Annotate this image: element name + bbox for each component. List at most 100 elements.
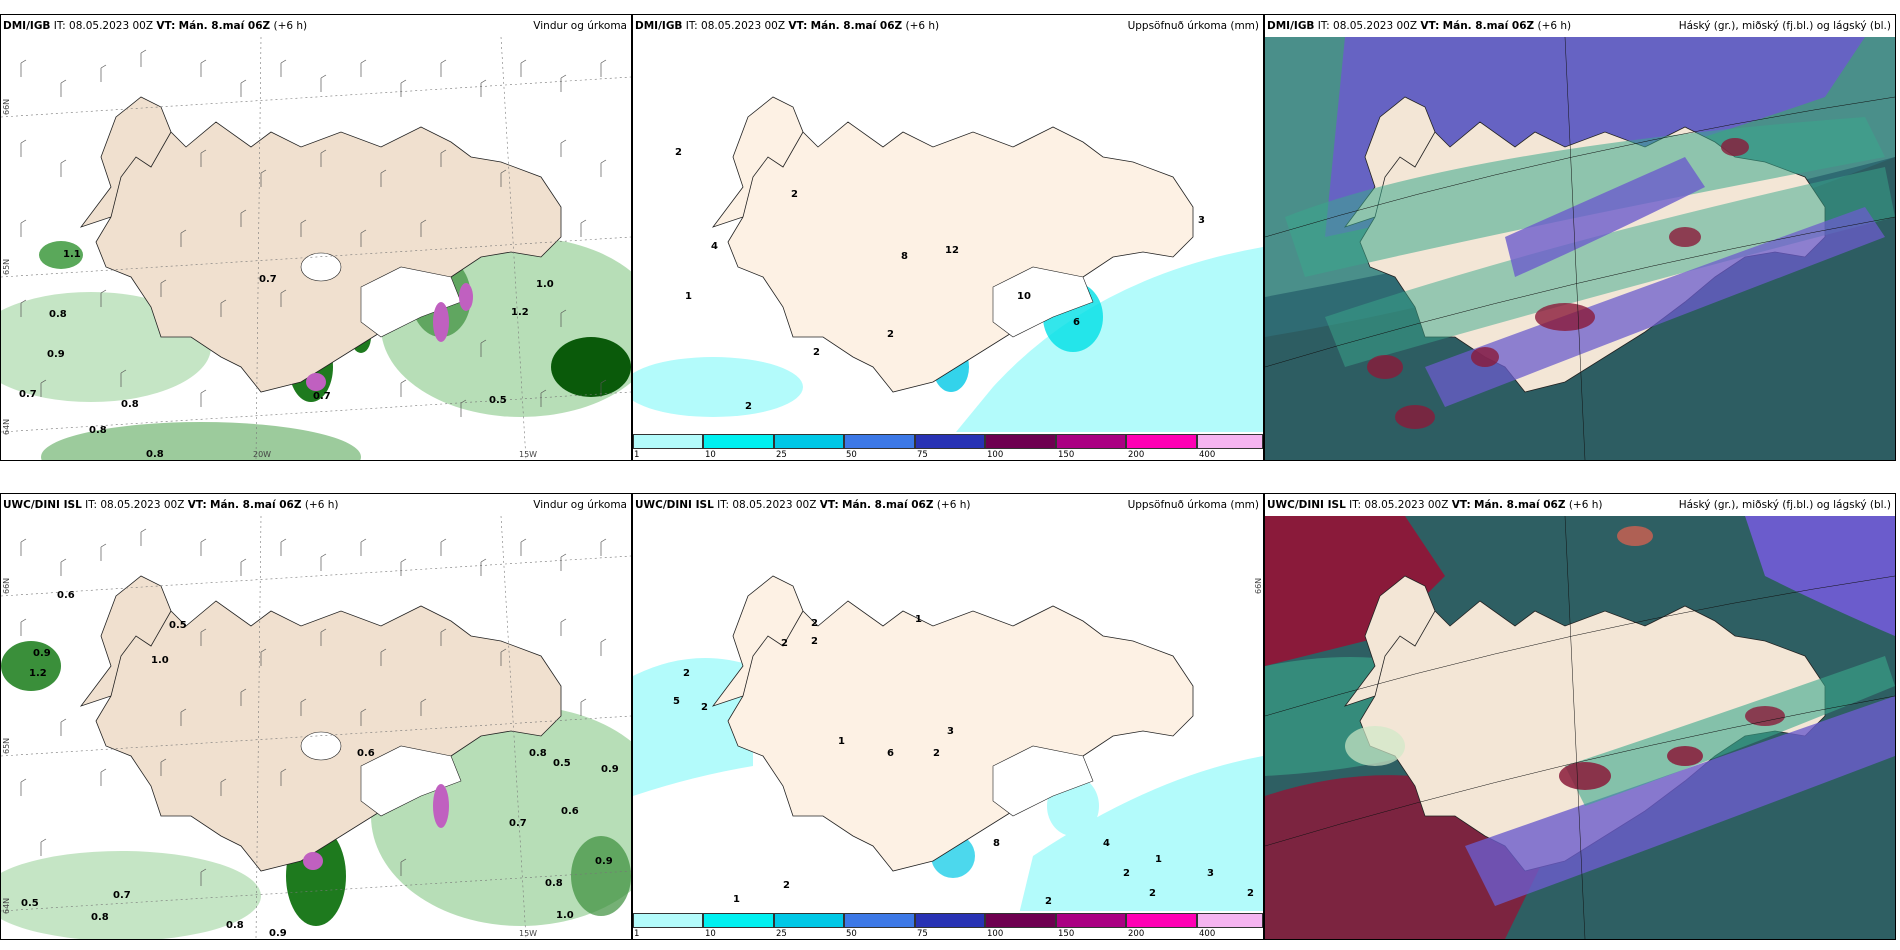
svg-text:0.9: 0.9 [33, 648, 51, 659]
lead-time: (+6 h) [273, 20, 308, 32]
svg-text:0.5: 0.5 [553, 758, 571, 769]
panel-title: Uppsöfnuð úrkoma (mm) [1127, 499, 1259, 511]
graticule [1, 37, 631, 460]
svg-text:10: 10 [1017, 291, 1031, 302]
svg-text:1.1: 1.1 [63, 249, 81, 260]
svg-text:65N: 65N [2, 259, 11, 275]
svg-text:0.9: 0.9 [47, 349, 65, 360]
panel-header: DMI/IGB IT: 08.05.2023 00Z VT: Mán. 8.ma… [633, 15, 1263, 37]
svg-text:64N: 64N [2, 898, 11, 914]
colorbar-segment [985, 434, 1056, 449]
svg-text:1.2: 1.2 [29, 668, 47, 679]
cloud-map [1265, 37, 1895, 460]
svg-text:6: 6 [887, 748, 894, 759]
svg-text:1: 1 [1155, 854, 1162, 865]
panel-wind-dmi: DMI/IGB IT: 08.05.2023 00Z VT: Mán. 8.ma… [0, 14, 632, 461]
glacier-holes [992, 266, 1094, 338]
colorbar-segment [1056, 434, 1126, 449]
svg-text:2: 2 [1149, 888, 1156, 899]
panel-precip-uwc: UWC/DINI ISL IT: 08.05.2023 00Z VT: Mán.… [632, 493, 1264, 940]
init-time: 08.05.2023 00Z [1333, 20, 1418, 32]
lead-time: (+6 h) [1537, 20, 1572, 32]
graticule [1265, 37, 1895, 460]
panel-title: Háský (gr.), miðský (fj.bl.) og lágský (… [1678, 20, 1891, 32]
precip-value-labels: 2 2 4 1 8 12 2 2 2 10 3 6 [675, 147, 1205, 412]
init-time: 08.05.2023 00Z [732, 499, 817, 511]
precip-map: 2 2 4 1 8 12 2 2 2 10 3 6 [633, 96, 1263, 460]
svg-text:0.6: 0.6 [57, 590, 75, 601]
svg-text:66N: 66N [1254, 578, 1263, 594]
iceland-land [711, 96, 1194, 393]
glacier-holes [300, 731, 462, 817]
colorbar-segment [1197, 434, 1263, 449]
precip-value-labels: 2 2 2 2 5 1 1 6 3 2 2 1 1 4 8 2 2 2 3 2 … [657, 614, 1254, 927]
colorbar: 1 10 25 50 75 100 150 200 400 [633, 432, 1263, 460]
svg-text:0.8: 0.8 [545, 878, 563, 889]
colorbar-segment [703, 434, 774, 449]
svg-text:12: 12 [945, 245, 959, 256]
svg-text:0.9: 0.9 [601, 764, 619, 775]
graticule [1, 516, 631, 939]
svg-text:0.8: 0.8 [121, 399, 139, 410]
svg-text:1: 1 [685, 291, 692, 302]
glacier-holes [992, 745, 1094, 817]
panel-title: Uppsöfnuð úrkoma (mm) [1127, 20, 1259, 32]
svg-text:0.8: 0.8 [226, 920, 244, 931]
svg-text:2: 2 [1045, 896, 1052, 907]
svg-text:3: 3 [1207, 868, 1214, 879]
svg-text:0.8: 0.8 [146, 449, 164, 460]
panel-header: UWC/DINI ISL IT: 08.05.2023 00Z VT: Mán.… [633, 494, 1263, 516]
lead-time: (+6 h) [1568, 499, 1603, 511]
valid-time: Mán. 8.maí 06Z [178, 20, 271, 32]
svg-text:0.9: 0.9 [595, 856, 613, 867]
svg-text:5: 5 [673, 696, 680, 707]
colorbar-segment [915, 913, 985, 928]
colorbar-segment [703, 913, 774, 928]
svg-text:0.5: 0.5 [169, 620, 187, 631]
svg-text:1.0: 1.0 [536, 279, 554, 290]
wind-map: 66N 65N 64N 15W 0.6 0.5 0.9 1.2 1.0 0.6 … [1, 516, 631, 939]
svg-text:2: 2 [675, 147, 682, 158]
valid-time: Mán. 8.maí 06Z [210, 499, 302, 511]
grid-labels: 66N 65N 64N 15W [2, 578, 537, 938]
model-name: UWC/DINI ISL [635, 499, 714, 511]
svg-text:8: 8 [901, 251, 908, 262]
panel-title: Vindur og úrkoma [533, 20, 627, 32]
colorbar-segment [844, 913, 915, 928]
svg-text:2: 2 [791, 189, 798, 200]
svg-text:0.8: 0.8 [89, 425, 107, 436]
svg-text:2: 2 [1123, 868, 1130, 879]
lead-time: (+6 h) [905, 20, 940, 32]
colorbar-segment [633, 913, 703, 928]
precip-value-labels: 0.6 0.5 0.9 1.2 1.0 0.6 0.8 0.5 0.9 0.6 … [21, 590, 619, 939]
svg-text:1: 1 [733, 894, 740, 905]
svg-text:0.7: 0.7 [313, 391, 331, 402]
model-name: DMI/IGB [1267, 20, 1315, 32]
svg-text:1: 1 [838, 736, 845, 747]
panel-wind-uwc: UWC/DINI ISL IT: 08.05.2023 00Z VT: Mán.… [0, 493, 632, 940]
svg-text:15W: 15W [519, 450, 537, 459]
precip-map: 66N 2 2 2 2 5 1 1 6 3 2 2 1 1 4 8 2 2 2 … [633, 575, 1263, 939]
svg-text:2: 2 [781, 638, 788, 649]
lead-time: (+6 h) [304, 499, 339, 511]
colorbar-segment [774, 434, 844, 449]
valid-time: Mán. 8.maí 06Z [810, 20, 903, 32]
svg-text:1.2: 1.2 [511, 307, 529, 318]
panel-cloud-dmi: DMI/IGB IT: 08.05.2023 00Z VT: Mán. 8.ma… [1264, 14, 1896, 461]
precip-value-labels: 1.1 0.7 0.8 0.9 0.7 0.8 0.8 0.8 1.2 1.0 … [19, 249, 554, 460]
svg-text:4: 4 [1103, 838, 1110, 849]
svg-text:15W: 15W [519, 929, 537, 938]
valid-time: Mán. 8.maí 06Z [1442, 20, 1535, 32]
svg-text:20W: 20W [253, 450, 271, 459]
svg-text:2: 2 [933, 748, 940, 759]
colorbar-segment [1197, 913, 1263, 928]
glacier-holes [300, 252, 462, 338]
cloud-map [1265, 516, 1895, 939]
svg-text:1: 1 [915, 614, 922, 625]
svg-text:0.5: 0.5 [489, 395, 507, 406]
svg-text:4: 4 [711, 241, 718, 252]
svg-text:6: 6 [1073, 317, 1080, 328]
svg-text:2: 2 [683, 668, 690, 679]
panel-title: Háský (gr.), miðský (fj.bl.) og lágský (… [1678, 499, 1891, 511]
panel-header: DMI/IGB IT: 08.05.2023 00Z VT: Mán. 8.ma… [1, 15, 631, 37]
